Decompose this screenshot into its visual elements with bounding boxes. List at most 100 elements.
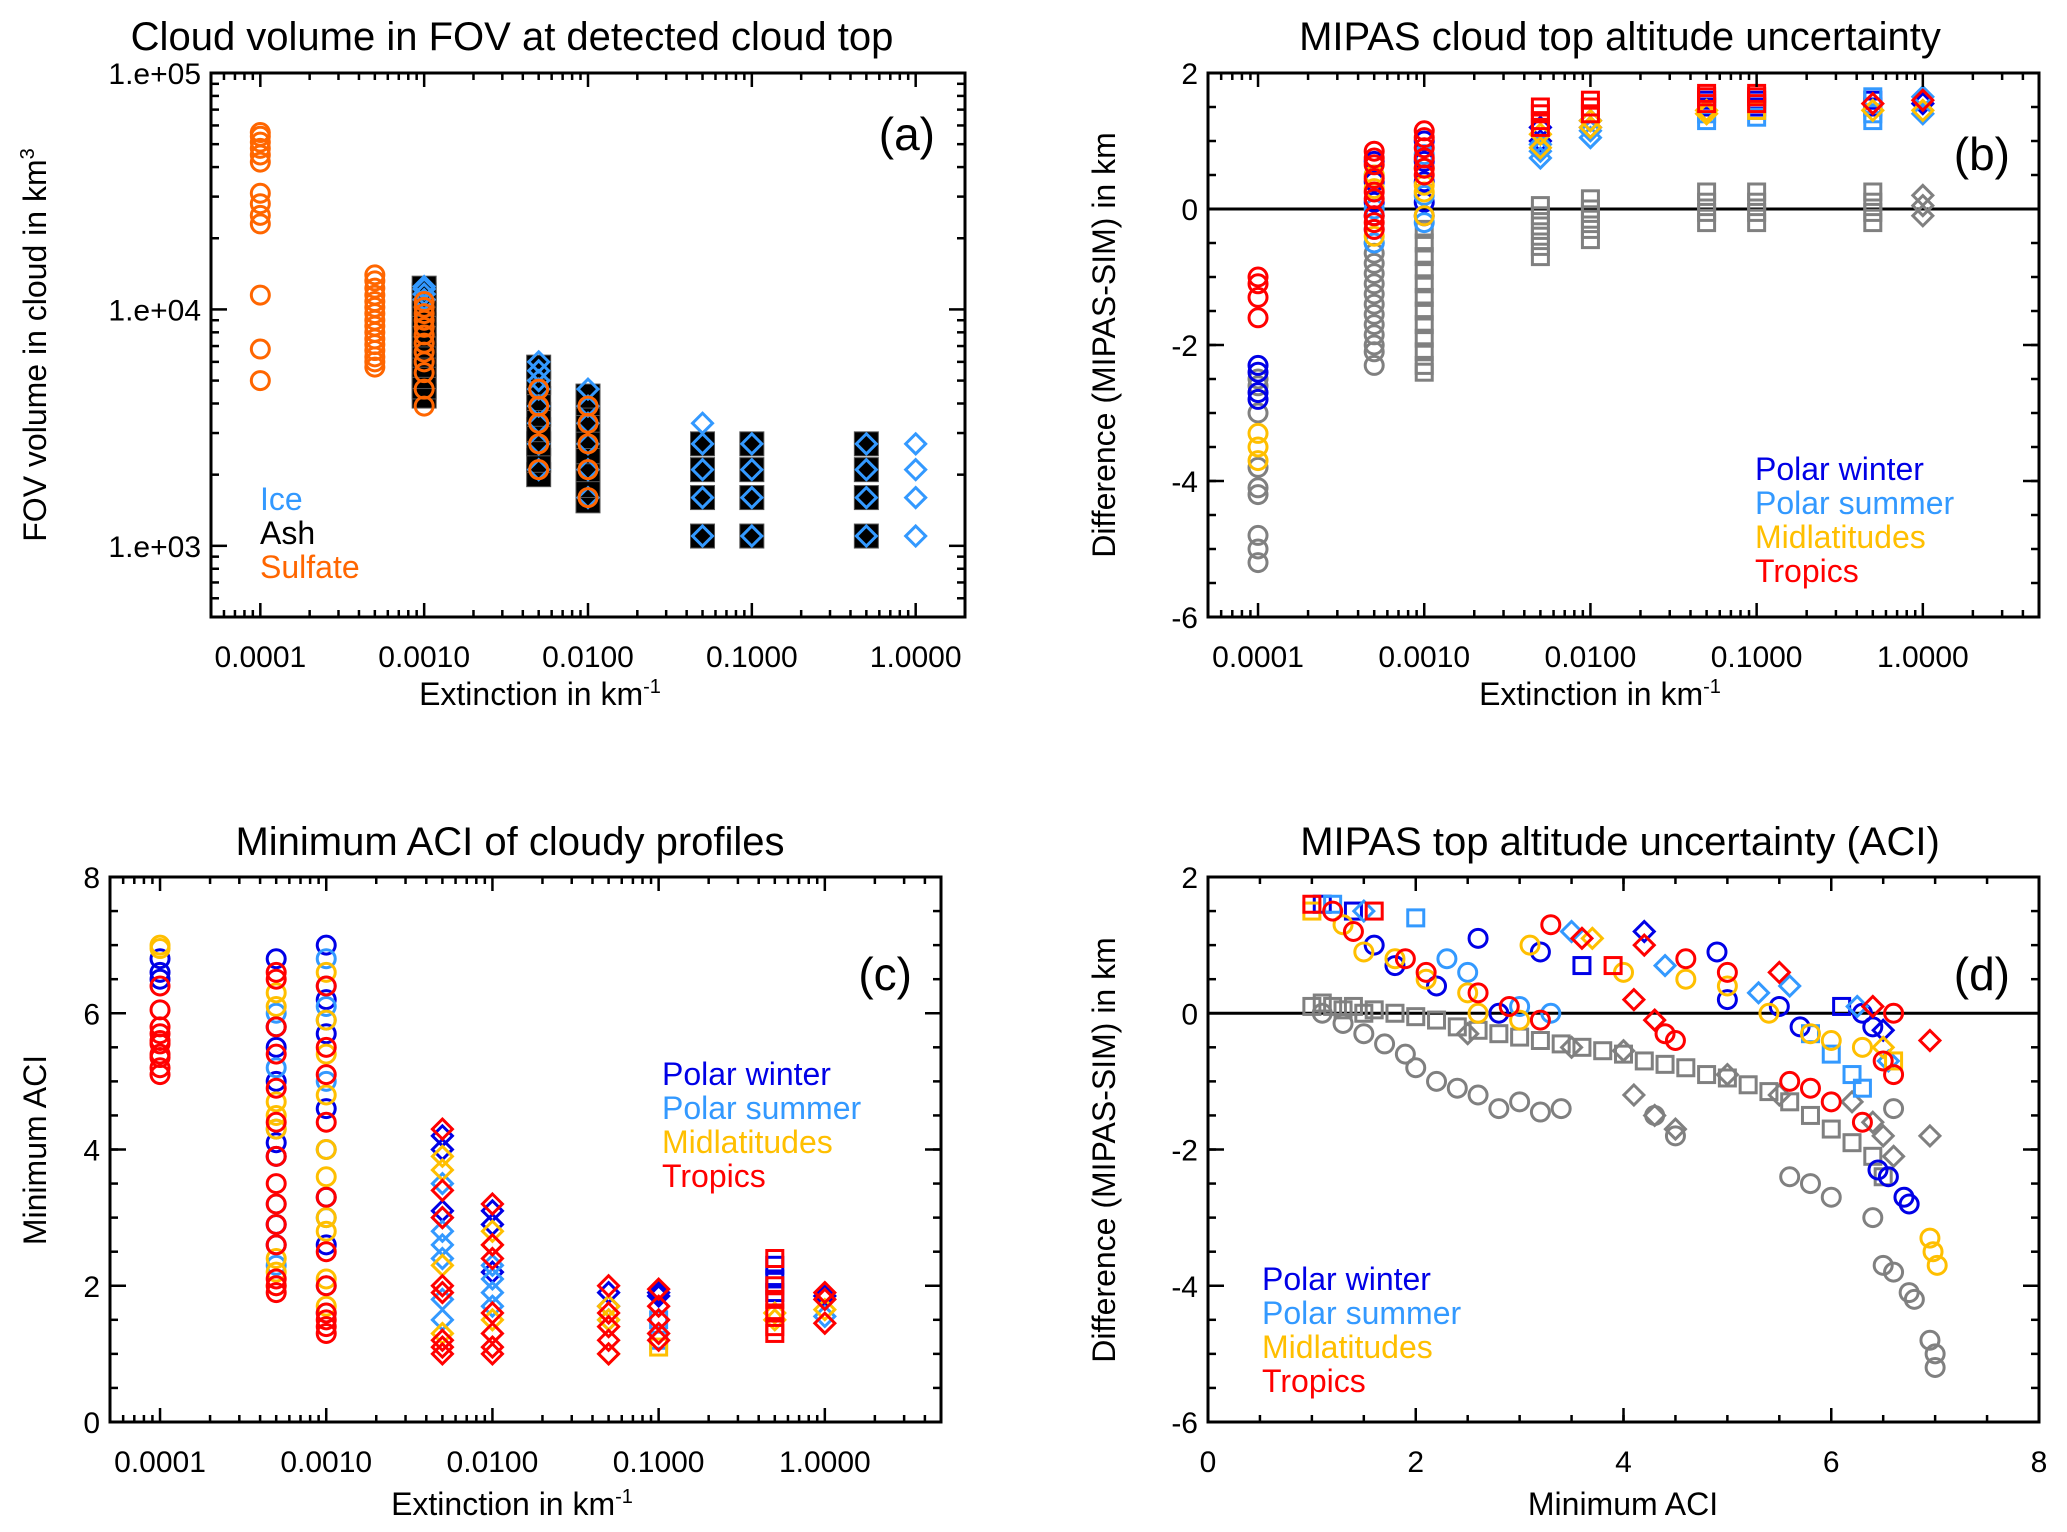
data-point-polar-summer: [315, 995, 337, 1017]
data-point-tropics: [765, 1289, 785, 1309]
panel-d-ylabel: Difference (MIPAS-SIM) in km: [1086, 937, 1122, 1363]
data-point-tropics: [480, 1334, 505, 1360]
data-point-gray: [1821, 1119, 1841, 1139]
data-point-tropics: [315, 1309, 337, 1331]
data-point-polar-winter: [1247, 388, 1269, 410]
data-point-gray: [1530, 1031, 1550, 1050]
data-point-tropics: [430, 1280, 455, 1305]
legend-entry-polar-summer: Polar summer: [1262, 1295, 1462, 1331]
data-point-midlatitudes: [430, 1157, 455, 1183]
data-point-gray: [1747, 202, 1767, 222]
data-point-sulfate: [413, 316, 435, 338]
data-point-midlatitudes: [265, 1248, 287, 1269]
data-point-polar-winter: [430, 1123, 455, 1148]
data-point-midlatitudes: [1247, 450, 1269, 472]
data-point-polar-winter: [1343, 901, 1363, 921]
data-point-gray: [1580, 219, 1600, 239]
data-point-tropics: [1603, 956, 1623, 976]
legend-entry-polar-winter: Polar winter: [1262, 1261, 1431, 1297]
data-point-gray: [1332, 1012, 1354, 1034]
data-point-ice: [690, 457, 715, 482]
data-point-midlatitudes: [265, 1118, 287, 1140]
data-point-polar-summer: [430, 1246, 455, 1271]
data-point-sulfate: [577, 487, 599, 509]
data-point-midlatitudes: [480, 1219, 505, 1244]
data-point-midlatitudes: [430, 1321, 455, 1346]
data-point-polar-summer: [1351, 898, 1376, 924]
data-point-polar-winter: [1877, 1166, 1899, 1188]
panel-a-marks: [249, 122, 928, 549]
data-point-polar-winter: [265, 948, 287, 970]
data-point-polar-winter: [1871, 1018, 1896, 1043]
data-point-tropics: [265, 1077, 287, 1099]
data-point-tropics: [1363, 181, 1385, 203]
data-point-tropics: [765, 1323, 785, 1343]
data-point-polar-winter: [480, 1212, 505, 1237]
data-point-tropics: [1363, 147, 1385, 169]
data-point-polar-winter: [1706, 941, 1728, 963]
panel-b-xlabel-text: Extinction in km: [1479, 676, 1703, 712]
x-tick-label: 0.0010: [280, 1446, 372, 1479]
data-point-midlatitudes: [1332, 914, 1354, 936]
data-point-sulfate: [528, 459, 550, 481]
data-point-polar-winter: [1898, 1193, 1920, 1215]
data-point-gray: [1247, 402, 1269, 424]
data-point-gray: [1363, 314, 1385, 336]
data-point-gray: [1917, 1123, 1943, 1148]
data-point-tropics: [1394, 948, 1416, 970]
data-point-gray: [1697, 1065, 1717, 1085]
data-point-tropics: [480, 1321, 505, 1346]
data-point-gray: [1488, 1098, 1510, 1120]
data-point-polar-winter: [315, 934, 337, 956]
data-point-midlatitudes: [1884, 1051, 1904, 1071]
data-point-midlatitudes: [1820, 1030, 1842, 1051]
data-point-tropics: [430, 1178, 455, 1203]
data-point-tropics: [596, 1273, 621, 1298]
data-point-tropics: [1716, 961, 1738, 983]
data-point-polar-winter: [265, 1070, 287, 1092]
data-point-polar-summer: [1436, 948, 1458, 970]
data-point-tropics: [430, 1116, 455, 1142]
data-point-midlatitudes: [1926, 1254, 1948, 1276]
data-point-tropics: [1621, 987, 1647, 1012]
data-point-tropics: [765, 1303, 785, 1323]
data-point-tropics: [1415, 961, 1437, 983]
data-point-midlatitudes: [1910, 98, 1935, 123]
data-point-gray: [1374, 1033, 1396, 1055]
data-point-tropics: [596, 1328, 621, 1353]
data-point-ice: [854, 457, 879, 482]
data-point-midlatitudes: [265, 1104, 287, 1126]
data-point-polar-winter: [315, 989, 337, 1011]
data-point-polar-summer: [1821, 1044, 1841, 1064]
data-point-gray: [1747, 192, 1767, 212]
data-point-gray: [1860, 1110, 1885, 1135]
data-point-polar-winter: [596, 1280, 621, 1305]
data-point-midlatitudes: [596, 1341, 621, 1366]
data-point-gray: [1697, 192, 1717, 212]
data-point-gray: [1924, 1343, 1946, 1365]
data-point-midlatitudes: [1919, 1227, 1941, 1249]
data-point-tropics: [265, 1213, 287, 1235]
data-point-gray: [1580, 189, 1600, 209]
data-point-ice: [903, 457, 928, 482]
data-point-gray: [1863, 213, 1883, 233]
data-point-tropics: [430, 1341, 455, 1366]
data-point-midlatitudes: [1247, 422, 1269, 444]
data-point-gray: [1364, 1000, 1384, 1020]
data-point-gray: [1354, 1003, 1374, 1023]
y-tick-label: -4: [1171, 1271, 1198, 1304]
data-point-polar-winter: [1467, 927, 1489, 949]
data-point-midlatitudes: [1799, 1023, 1821, 1045]
panel-a-xlabel-text: Extinction in km: [419, 676, 643, 712]
data-point-gray: [1799, 1173, 1821, 1195]
data-point-gray: [1611, 1038, 1636, 1063]
data-point-gray: [1414, 362, 1434, 382]
data-point-gray: [1363, 263, 1385, 285]
data-point-midlatitudes: [649, 1337, 669, 1357]
data-point-gray: [1406, 1007, 1426, 1027]
data-point-gray: [1883, 1098, 1905, 1120]
data-point-polar-summer: [430, 1232, 455, 1257]
data-point-tropics: [1642, 1007, 1667, 1033]
